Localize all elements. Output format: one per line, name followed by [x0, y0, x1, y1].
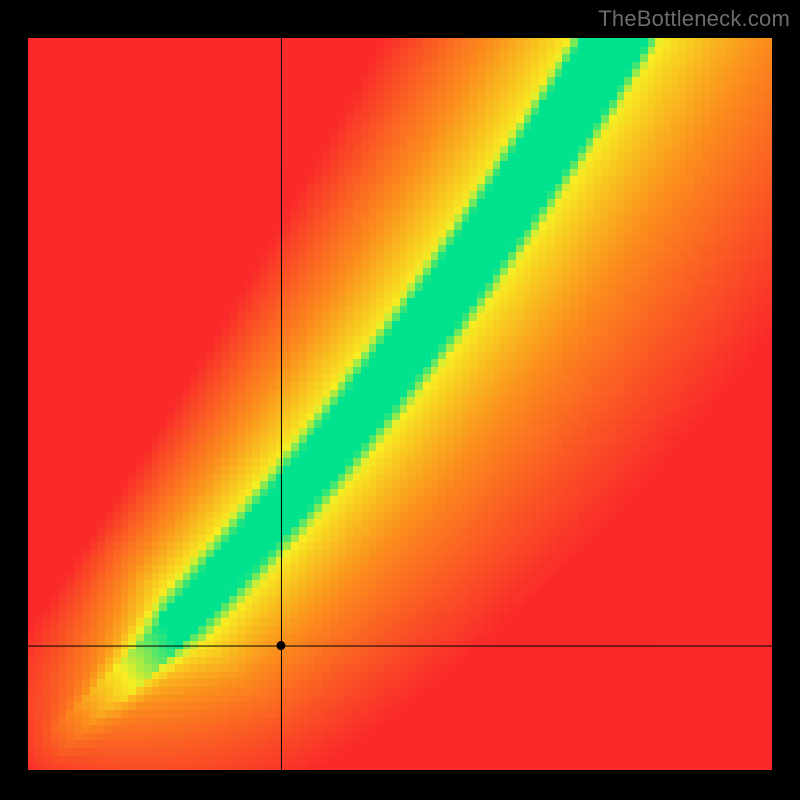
bottleneck-heatmap	[28, 38, 772, 770]
watermark-text: TheBottleneck.com	[598, 6, 790, 32]
chart-container: TheBottleneck.com	[0, 0, 800, 800]
